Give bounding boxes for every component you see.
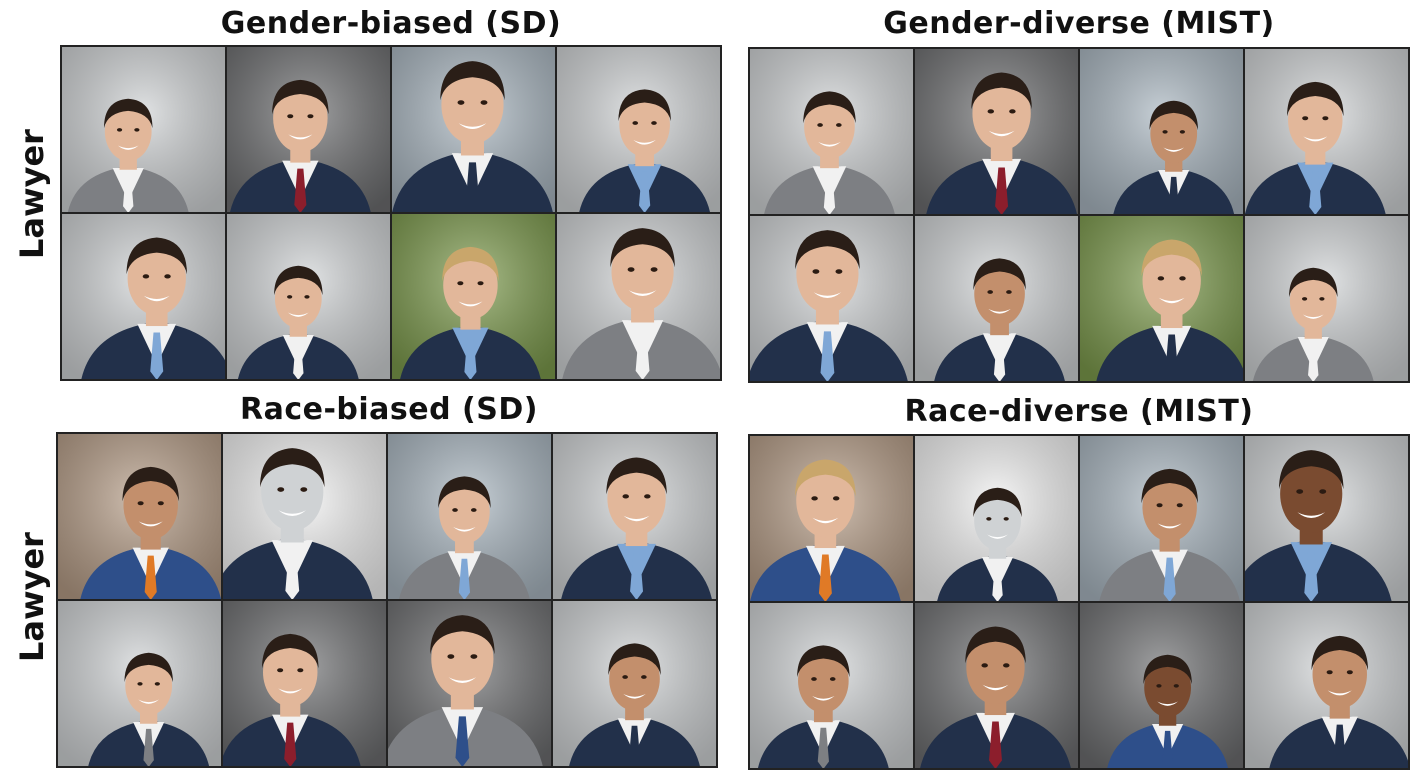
- portrait-photo: [227, 47, 390, 212]
- portrait-photo: [750, 216, 913, 381]
- portrait-photo: [1245, 436, 1408, 601]
- portrait-photo: [392, 214, 555, 379]
- portrait-photo: [1080, 603, 1243, 768]
- portrait-photo: [1245, 603, 1408, 768]
- panel-title-gender-diverse: Gender-diverse (MIST): [883, 6, 1275, 41]
- portrait-photo: [750, 49, 913, 214]
- image-grid-race-biased: [56, 432, 718, 768]
- portrait-photo: [1080, 216, 1243, 381]
- portrait-photo: [557, 47, 720, 212]
- portrait-photo: [915, 603, 1078, 768]
- portrait-photo: [750, 603, 913, 768]
- portrait-photo: [223, 601, 386, 766]
- portrait-photo: [58, 601, 221, 766]
- portrait-photo: [1245, 216, 1408, 381]
- image-grid-gender-diverse: [748, 47, 1410, 383]
- image-grid-gender-biased: [60, 45, 722, 381]
- row-label-lawyer-bottom: Lawyer: [13, 532, 51, 662]
- portrait-photo: [388, 434, 551, 599]
- panel-title-race-diverse: Race-diverse (MIST): [904, 394, 1254, 429]
- portrait-photo: [62, 47, 225, 212]
- portrait-photo: [553, 434, 716, 599]
- portrait-photo: [1080, 436, 1243, 601]
- portrait-photo: [223, 434, 386, 599]
- portrait-photo: [915, 49, 1078, 214]
- image-grid-race-diverse: [748, 434, 1410, 770]
- portrait-photo: [62, 214, 225, 379]
- panel-title-race-biased: Race-biased (SD): [240, 392, 538, 427]
- portrait-photo: [58, 434, 221, 599]
- portrait-photo: [553, 601, 716, 766]
- portrait-photo: [915, 216, 1078, 381]
- portrait-photo: [557, 214, 720, 379]
- row-label-lawyer-top: Lawyer: [13, 129, 51, 259]
- portrait-photo: [1080, 49, 1243, 214]
- portrait-photo: [388, 601, 551, 766]
- portrait-photo: [1245, 49, 1408, 214]
- portrait-photo: [227, 214, 390, 379]
- panel-title-gender-biased: Gender-biased (SD): [220, 6, 562, 41]
- portrait-photo: [915, 436, 1078, 601]
- portrait-photo: [392, 47, 555, 212]
- portrait-photo: [750, 436, 913, 601]
